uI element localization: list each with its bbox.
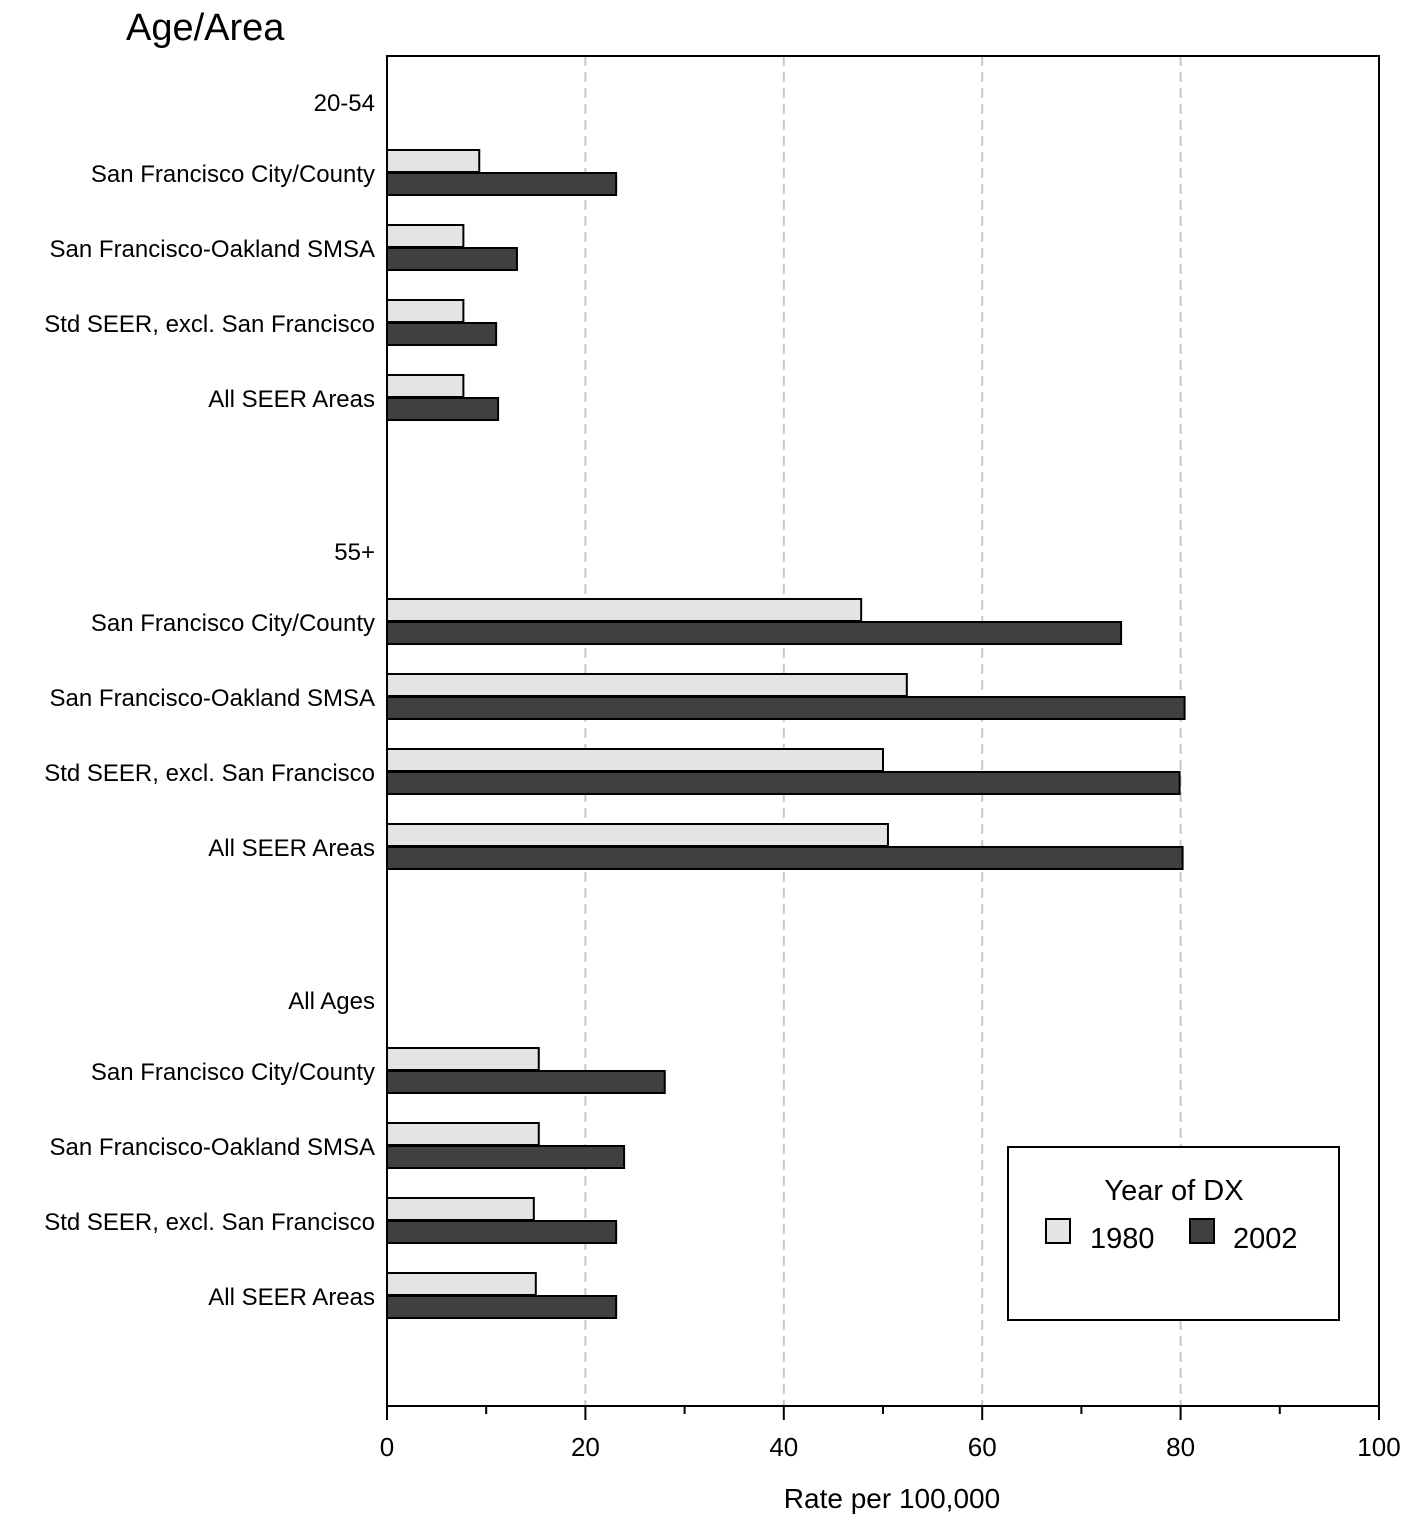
category-label: San Francisco City/County bbox=[91, 161, 375, 188]
x-axis: 0 20 40 60 80 100 bbox=[380, 1406, 1401, 1462]
bar-1980 bbox=[386, 224, 465, 248]
x-tick-label-20: 20 bbox=[571, 1432, 600, 1462]
legend-label-1980: 1980 bbox=[1090, 1223, 1155, 1255]
bar-1980 bbox=[386, 598, 863, 622]
bar-2002 bbox=[386, 1070, 666, 1094]
bar-2002 bbox=[386, 846, 1184, 870]
bar-2002 bbox=[386, 621, 1123, 645]
bar-2002 bbox=[386, 172, 618, 196]
legend-swatch-2002 bbox=[1189, 1218, 1215, 1244]
bar-1980 bbox=[386, 374, 465, 398]
category-label: San Francisco-Oakland SMSA bbox=[50, 1134, 375, 1161]
category-label: All SEER Areas bbox=[208, 386, 375, 413]
bar-2002 bbox=[386, 771, 1181, 795]
bar-1980 bbox=[386, 1122, 540, 1146]
group-label: All Ages bbox=[288, 988, 375, 1015]
bar-1980 bbox=[386, 673, 908, 697]
bar-1980 bbox=[386, 1272, 537, 1296]
category-label: San Francisco City/County bbox=[91, 610, 375, 637]
chart-title: Age/Area bbox=[126, 7, 285, 49]
bar-2002 bbox=[386, 397, 500, 421]
category-label: Std SEER, excl. San Francisco bbox=[44, 760, 375, 787]
category-label: All SEER Areas bbox=[208, 1284, 375, 1311]
x-tick-label-60: 60 bbox=[968, 1432, 997, 1462]
x-tick-label-0: 0 bbox=[380, 1432, 394, 1462]
category-labels: 20-54 San Francisco City/County San Franci… bbox=[44, 90, 375, 1311]
bar-1980 bbox=[386, 1047, 540, 1071]
bar-1980 bbox=[386, 1197, 535, 1221]
bar-2002 bbox=[386, 247, 518, 271]
bar-2002 bbox=[386, 1295, 618, 1319]
legend-swatch-1980 bbox=[1045, 1218, 1071, 1244]
bar-1980 bbox=[386, 748, 884, 772]
bar-2002 bbox=[386, 1145, 626, 1169]
x-tick-label-40: 40 bbox=[769, 1432, 798, 1462]
legend-title: Year of DX bbox=[1104, 1175, 1243, 1207]
bar-1980 bbox=[386, 149, 481, 173]
category-label: Std SEER, excl. San Francisco bbox=[44, 311, 375, 338]
x-tick-label-80: 80 bbox=[1166, 1432, 1195, 1462]
category-label: All SEER Areas bbox=[208, 835, 375, 862]
bar-2002 bbox=[386, 322, 498, 346]
bar-2002 bbox=[386, 1220, 618, 1244]
group-label: 20-54 bbox=[314, 90, 375, 117]
category-label: San Francisco-Oakland SMSA bbox=[50, 685, 375, 712]
category-label: San Francisco-Oakland SMSA bbox=[50, 236, 375, 263]
bar-1980 bbox=[386, 823, 889, 847]
legend-label-2002: 2002 bbox=[1233, 1223, 1298, 1255]
bar-2002 bbox=[386, 696, 1186, 720]
category-label: San Francisco City/County bbox=[91, 1059, 375, 1086]
legend: Year of DX 1980 2002 bbox=[1007, 1146, 1340, 1321]
x-axis-title: Rate per 100,000 bbox=[784, 1483, 1000, 1514]
x-tick-label-100: 100 bbox=[1357, 1432, 1400, 1462]
bars bbox=[386, 149, 1186, 1319]
category-label: Std SEER, excl. San Francisco bbox=[44, 1209, 375, 1236]
group-label: 55+ bbox=[334, 539, 375, 566]
bar-1980 bbox=[386, 299, 465, 323]
